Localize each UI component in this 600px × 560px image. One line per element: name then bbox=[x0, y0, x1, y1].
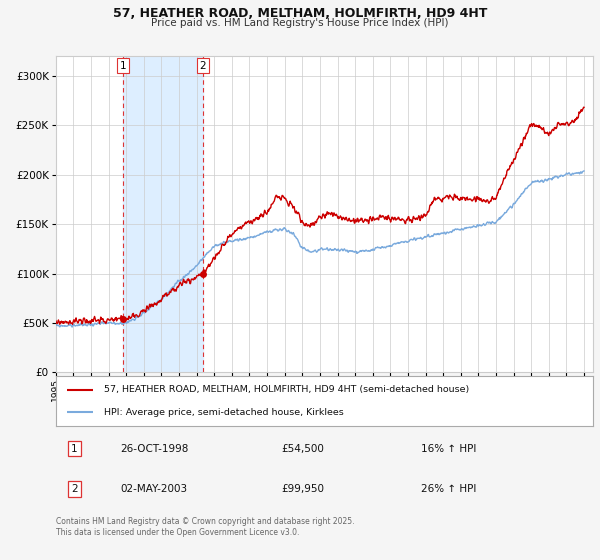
Text: £99,950: £99,950 bbox=[281, 484, 325, 494]
Text: Contains HM Land Registry data © Crown copyright and database right 2025.
This d: Contains HM Land Registry data © Crown c… bbox=[56, 517, 354, 537]
Text: 16% ↑ HPI: 16% ↑ HPI bbox=[421, 444, 476, 454]
Text: 02-MAY-2003: 02-MAY-2003 bbox=[120, 484, 187, 494]
Text: Price paid vs. HM Land Registry's House Price Index (HPI): Price paid vs. HM Land Registry's House … bbox=[151, 18, 449, 28]
Text: 26-OCT-1998: 26-OCT-1998 bbox=[120, 444, 188, 454]
Bar bbox=[123, 56, 203, 372]
Text: 57, HEATHER ROAD, MELTHAM, HOLMFIRTH, HD9 4HT (semi-detached house): 57, HEATHER ROAD, MELTHAM, HOLMFIRTH, HD… bbox=[104, 385, 469, 394]
Text: 1: 1 bbox=[71, 444, 78, 454]
Text: 1: 1 bbox=[120, 60, 127, 71]
Text: 2: 2 bbox=[199, 60, 206, 71]
Text: £54,500: £54,500 bbox=[281, 444, 324, 454]
Text: 2: 2 bbox=[71, 484, 78, 494]
Text: HPI: Average price, semi-detached house, Kirklees: HPI: Average price, semi-detached house,… bbox=[104, 408, 344, 417]
Text: 57, HEATHER ROAD, MELTHAM, HOLMFIRTH, HD9 4HT: 57, HEATHER ROAD, MELTHAM, HOLMFIRTH, HD… bbox=[113, 7, 487, 20]
Text: 26% ↑ HPI: 26% ↑ HPI bbox=[421, 484, 476, 494]
